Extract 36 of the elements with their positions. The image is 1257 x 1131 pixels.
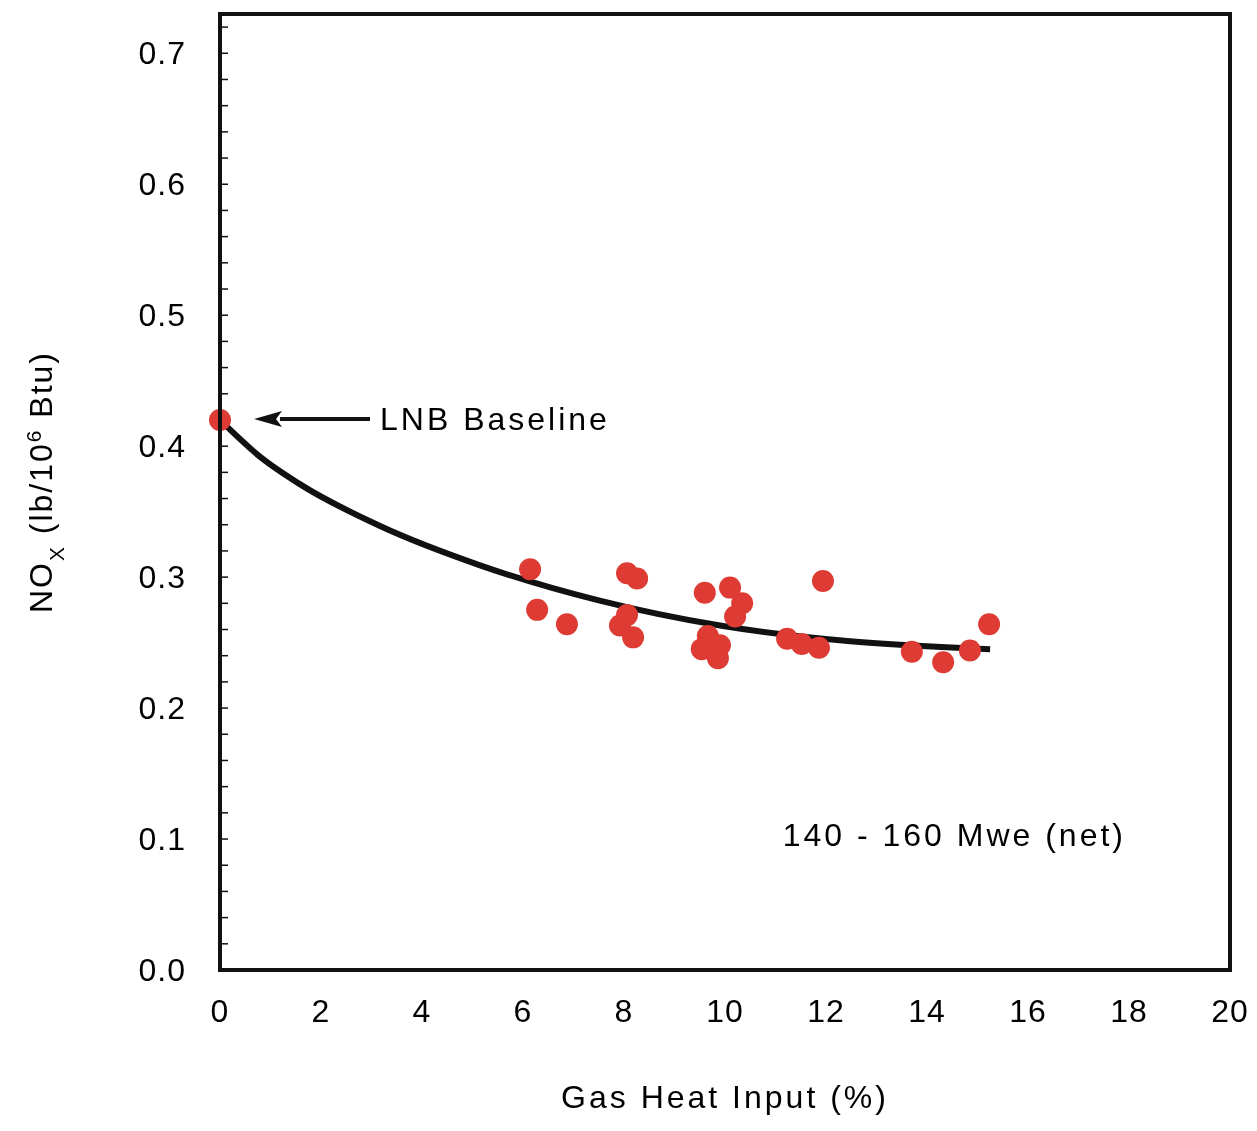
point xyxy=(719,576,742,599)
point xyxy=(958,639,981,662)
point xyxy=(811,570,834,593)
x-tick-label: 6 xyxy=(513,993,533,1029)
x-tick-label: 4 xyxy=(412,993,432,1029)
point xyxy=(900,640,923,663)
x-tick-label: 0 xyxy=(210,993,230,1029)
y-tick-label: 0.3 xyxy=(138,559,186,596)
point xyxy=(626,567,649,590)
point xyxy=(807,636,830,659)
point xyxy=(622,626,645,649)
annotation: LNB Baseline xyxy=(380,401,610,438)
x-tick-label: 16 xyxy=(1009,993,1047,1029)
x-tick-label: 2 xyxy=(311,993,331,1029)
annotation: 140 - 160 Mwe (net) xyxy=(782,817,1126,854)
x-tick-label: 10 xyxy=(706,993,744,1029)
x-axis-title: Gas Heat Input (%) xyxy=(561,1079,889,1115)
point xyxy=(978,613,1001,636)
y-tick-label: 0.2 xyxy=(138,690,186,727)
y-tick-label: 0.0 xyxy=(138,952,186,989)
x-tick-label: 18 xyxy=(1110,993,1148,1029)
x-tick-label: 8 xyxy=(614,993,634,1029)
x-tick-label: 20 xyxy=(1211,993,1249,1029)
y-tick-label: 0.4 xyxy=(138,428,186,465)
point xyxy=(724,605,747,628)
point xyxy=(519,558,542,581)
y-tick-label: 0.6 xyxy=(138,166,186,203)
y-tick-label: 0.1 xyxy=(138,821,186,858)
point xyxy=(693,581,716,604)
point xyxy=(526,598,549,621)
y-tick-label: 0.5 xyxy=(138,297,186,334)
point xyxy=(555,613,578,636)
x-tick-label: 14 xyxy=(908,993,946,1029)
x-tick-label: 12 xyxy=(807,993,845,1029)
y-tick-label: 0.7 xyxy=(138,35,186,72)
point xyxy=(932,651,955,674)
